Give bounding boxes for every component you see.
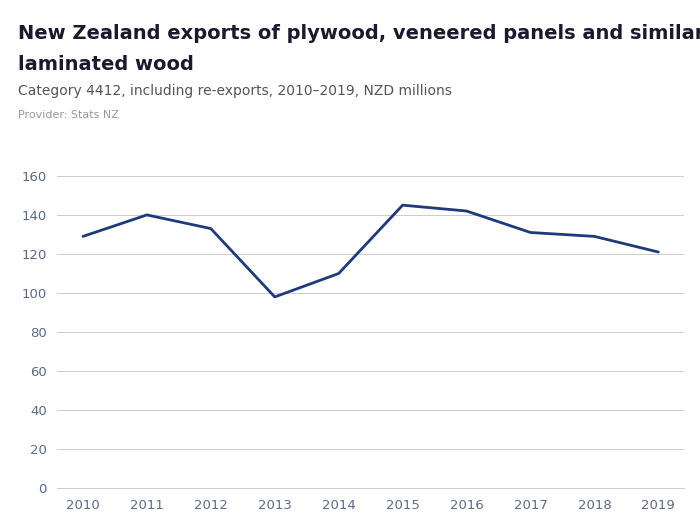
Text: New Zealand exports of plywood, veneered panels and similar: New Zealand exports of plywood, veneered… xyxy=(18,24,700,43)
Text: laminated wood: laminated wood xyxy=(18,55,193,74)
Text: figure.nz: figure.nz xyxy=(585,19,661,33)
Text: Category 4412, including re-exports, 2010–2019, NZD millions: Category 4412, including re-exports, 201… xyxy=(18,84,452,98)
Text: Provider: Stats NZ: Provider: Stats NZ xyxy=(18,110,118,120)
